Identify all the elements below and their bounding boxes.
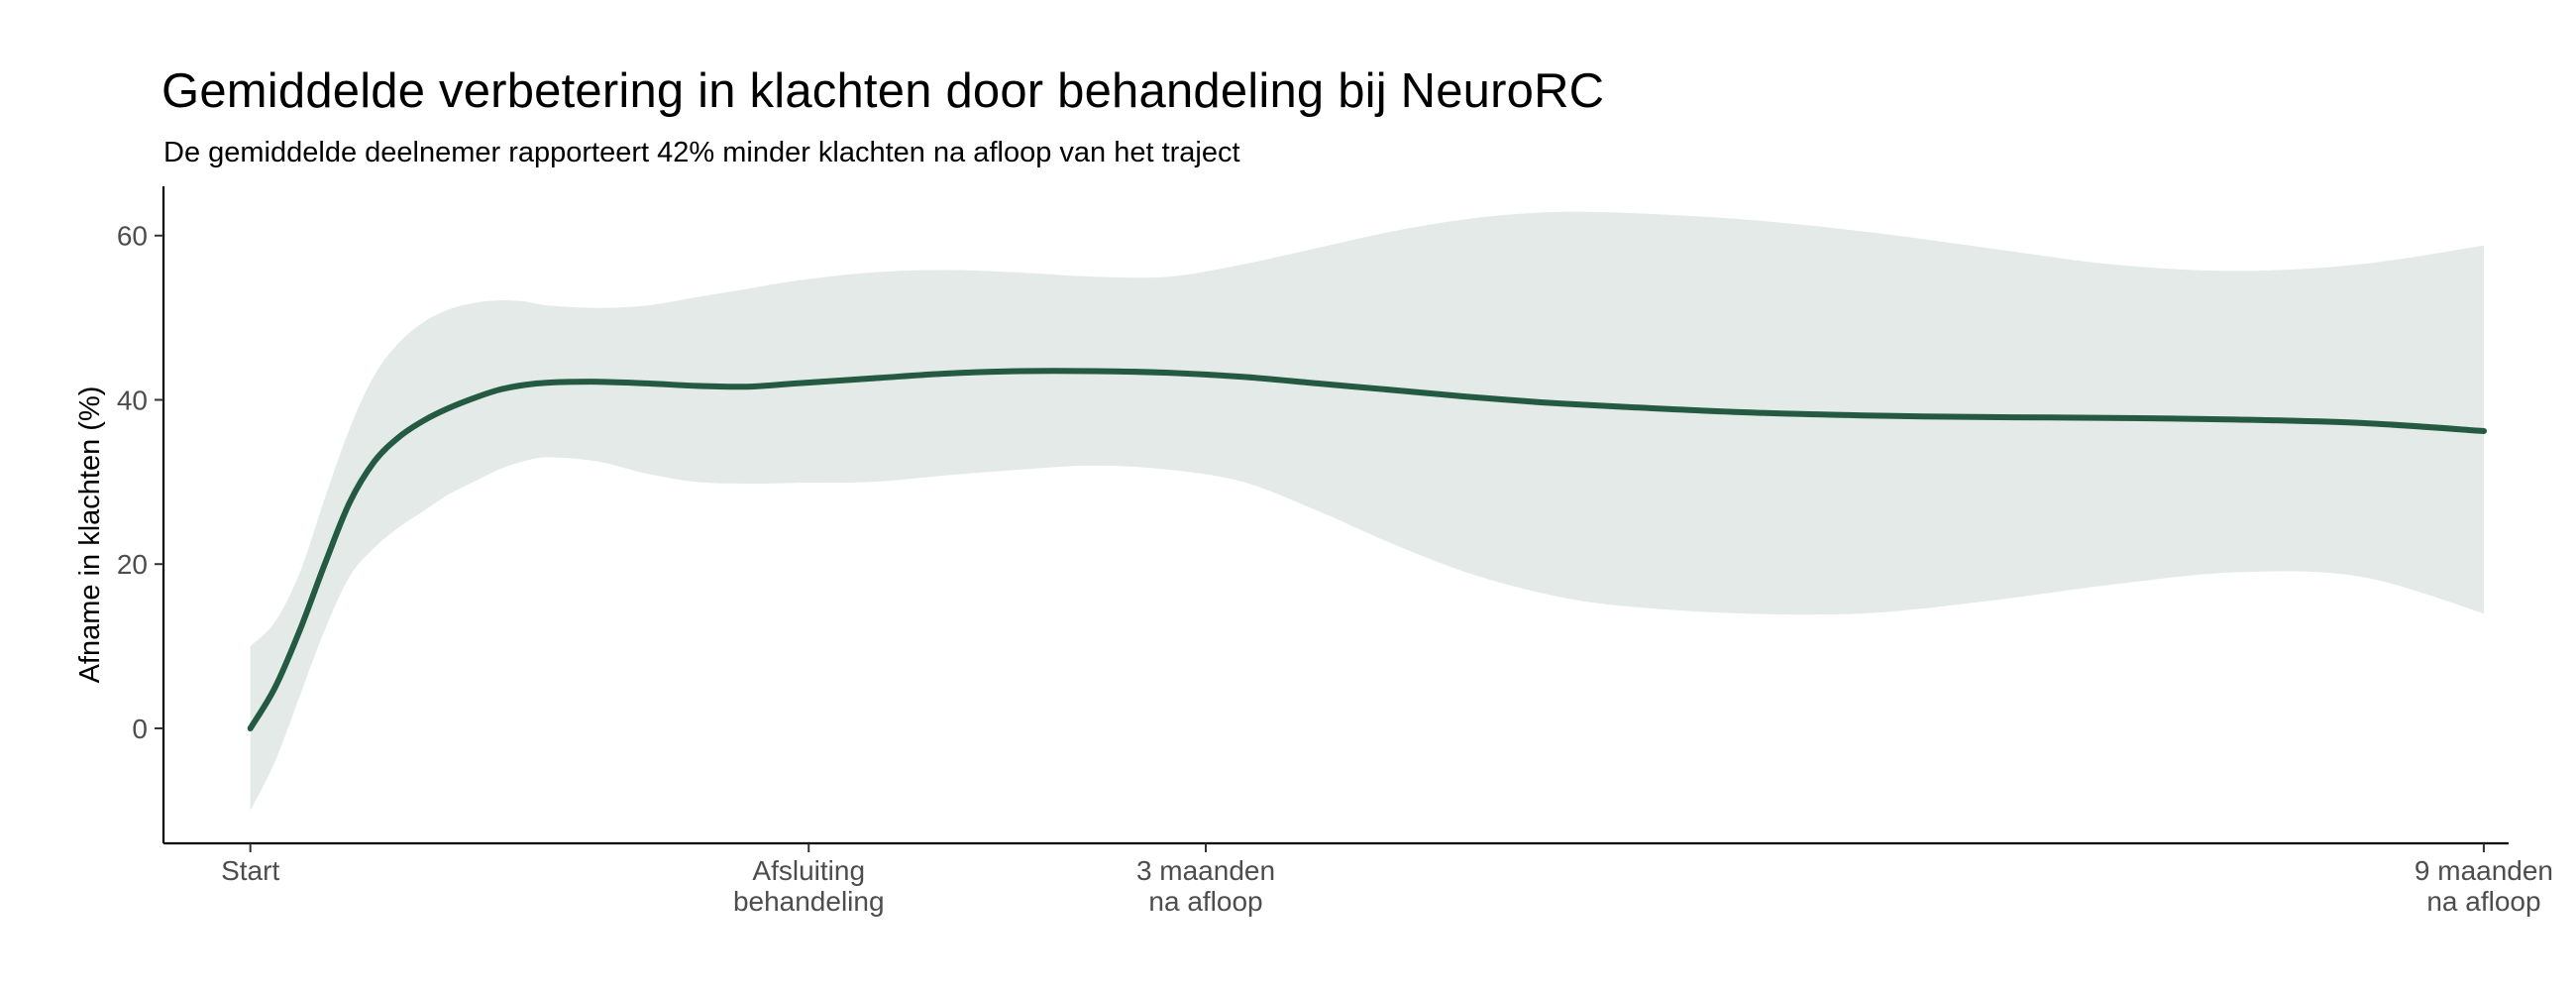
x-tick-label: Start (221, 855, 279, 886)
y-tick-label: 0 (132, 714, 148, 744)
y-tick-label: 60 (117, 221, 148, 252)
chart-title: Gemiddelde verbetering in klachten door … (161, 64, 1605, 118)
plot-area (247, 211, 2487, 811)
x-tick-label: Afsluiting (752, 855, 865, 886)
x-tick-label: na afloop (2426, 886, 2540, 917)
x-tick-label: 9 maanden (2415, 855, 2553, 886)
chart-subtitle: De gemiddelde deelnemer rapporteert 42% … (163, 137, 1240, 168)
y-tick-label: 40 (117, 385, 148, 415)
y-tick-label: 20 (117, 549, 148, 580)
x-tick-label: na afloop (1148, 886, 1262, 917)
y-axis-ticks: 0 20 40 60 (117, 221, 163, 744)
y-axis-title: Afname in klachten (%) (74, 386, 106, 684)
mean-line (247, 368, 2487, 731)
x-tick-label: 3 maanden (1136, 855, 1275, 886)
confidence-band (250, 211, 2485, 811)
x-tick-label: behandeling (733, 886, 885, 917)
